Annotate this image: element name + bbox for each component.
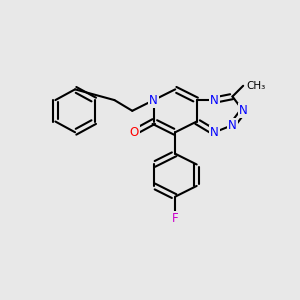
Text: CH₃: CH₃ [247,81,266,91]
Text: N: N [239,104,248,117]
Text: O: O [130,126,139,139]
Text: N: N [210,94,219,106]
Text: N: N [228,118,237,132]
Text: N: N [210,126,219,139]
Text: F: F [172,212,178,225]
Text: N: N [149,94,158,106]
